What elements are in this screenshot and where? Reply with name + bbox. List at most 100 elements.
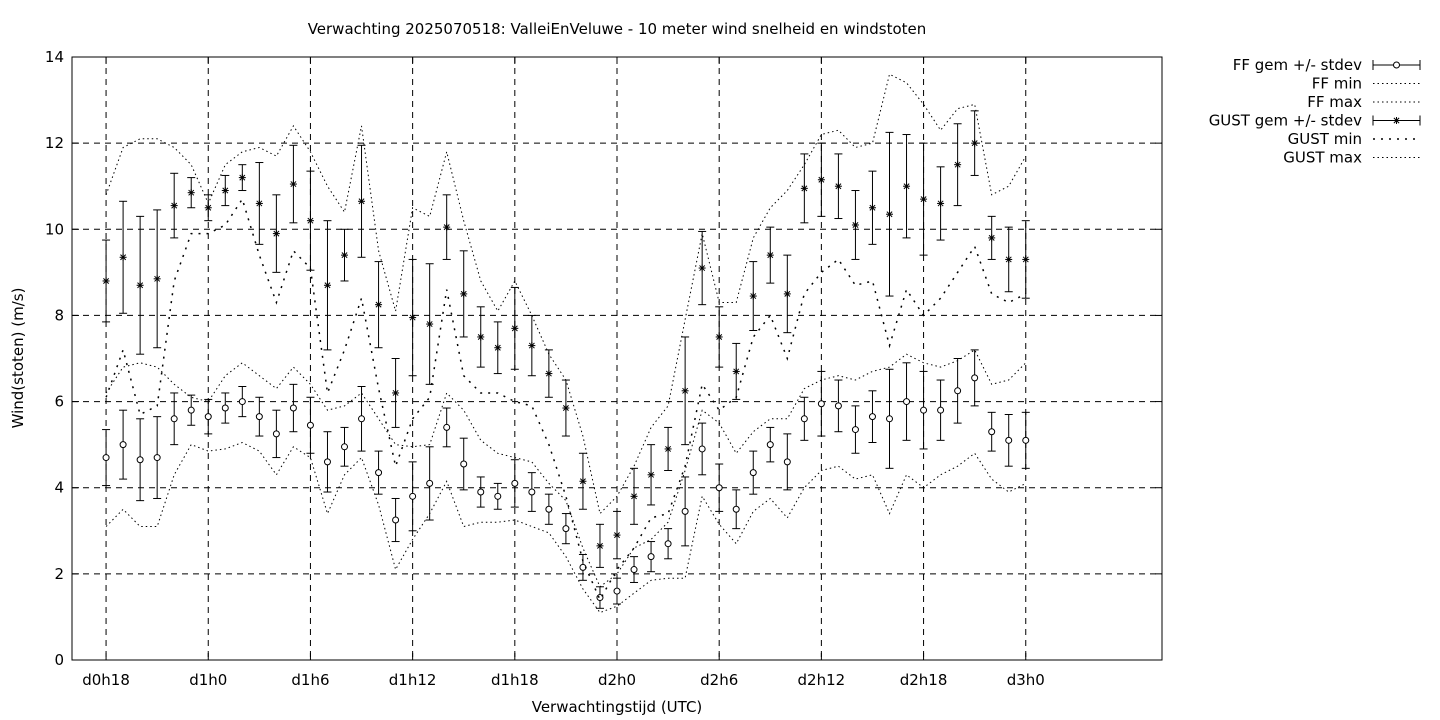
- data-point: [800, 415, 808, 423]
- data-point: [852, 222, 859, 228]
- data-point: [920, 406, 928, 414]
- data-point: [801, 185, 808, 192]
- data-point: [341, 252, 348, 259]
- data-point: [238, 398, 246, 406]
- data-point: [647, 553, 655, 561]
- legend-entry-ff-gem-stdev: FF gem +/- stdev: [1233, 56, 1421, 74]
- x-tick-label: d1h6: [291, 671, 329, 689]
- legend-label: GUST max: [1283, 149, 1362, 167]
- y-tick-label: 0: [54, 651, 64, 669]
- data-point: [153, 454, 161, 462]
- chart-title: Verwachting 2025070518: ValleiEnVeluwe -…: [308, 20, 927, 38]
- data-point: [886, 211, 893, 218]
- data-point: [392, 389, 399, 396]
- data-point: [426, 479, 434, 487]
- data-point: [886, 415, 893, 423]
- data-point: [988, 234, 995, 241]
- y-tick-label: 4: [54, 479, 64, 497]
- data-point: [545, 370, 552, 377]
- data-point: [375, 301, 382, 308]
- data-point: [817, 400, 825, 408]
- data-point: [256, 200, 263, 207]
- data-point: [579, 478, 586, 485]
- data-point: [971, 374, 979, 382]
- series-layer: [102, 73, 1030, 614]
- data-point: [664, 540, 672, 548]
- data-point: [562, 525, 570, 533]
- data-point: [1022, 256, 1029, 263]
- data-point: [494, 492, 502, 500]
- data-point: [409, 492, 417, 500]
- data-point: [443, 423, 451, 431]
- data-point: [426, 321, 433, 328]
- data-point: [528, 342, 535, 349]
- y-tick-label: 2: [54, 565, 64, 583]
- plot-frame: [71, 56, 1163, 661]
- legend-marker: [1393, 61, 1400, 69]
- ticks-layer: 0 2 4 6 8 10 12 14 d0h18 d1h0 d1h6 d1h12 d1h18 d2h0 d2…: [45, 48, 1162, 689]
- data-point: [920, 196, 927, 203]
- data-point: [290, 181, 297, 188]
- data-point: [273, 230, 280, 237]
- data-point: [511, 479, 519, 487]
- x-tick-label: d1h0: [189, 671, 227, 689]
- x-tick-label: d1h18: [491, 671, 539, 689]
- data-point: [375, 469, 383, 477]
- data-point: [171, 202, 178, 209]
- data-point: [307, 217, 314, 224]
- data-point: [834, 402, 842, 410]
- y-tick-label: 10: [45, 220, 64, 238]
- data-point: [648, 471, 655, 478]
- data-point: [699, 265, 706, 272]
- legend-label: FF min: [1312, 75, 1362, 93]
- series-ff-gem-stdev: [102, 349, 1030, 609]
- legend-entry-gust-gem-stdev: GUST gem +/- stdev: [1209, 112, 1421, 130]
- data-point: [665, 445, 672, 452]
- data-point: [272, 430, 280, 438]
- data-point: [477, 488, 485, 496]
- data-point: [835, 183, 842, 190]
- data-point: [545, 505, 553, 513]
- data-point: [137, 282, 144, 289]
- y-tick-label: 6: [54, 393, 64, 411]
- data-point: [323, 458, 331, 466]
- data-point: [460, 460, 468, 468]
- data-point: [289, 404, 297, 412]
- legend-entry-gust-min: GUST min: [1288, 130, 1420, 148]
- y-tick-label: 8: [54, 306, 64, 324]
- x-tick-label: d2h0: [598, 671, 636, 689]
- x-tick-label: d1h12: [389, 671, 437, 689]
- data-point: [255, 413, 263, 421]
- legend-label: FF max: [1307, 93, 1362, 111]
- data-point: [903, 183, 910, 190]
- data-point: [937, 200, 944, 207]
- y-tick-label: 14: [45, 48, 64, 66]
- data-point: [477, 333, 484, 340]
- x-axis-label: Verwachtingstijd (UTC): [532, 698, 703, 716]
- data-point: [903, 398, 911, 406]
- y-axis-label: Wind(stoten) (m/s): [9, 288, 27, 429]
- x-tick-label: d3h0: [1007, 671, 1045, 689]
- data-point: [392, 516, 400, 524]
- data-point: [614, 532, 620, 539]
- data-point: [102, 454, 110, 462]
- data-point: [358, 415, 366, 423]
- data-point: [767, 252, 774, 259]
- x-tick-label: d2h6: [700, 671, 738, 689]
- data-point: [1005, 256, 1012, 263]
- data-point: [562, 405, 569, 412]
- data-point: [221, 404, 229, 412]
- data-point: [136, 456, 144, 464]
- data-point: [324, 282, 331, 289]
- data-point: [494, 344, 501, 351]
- data-point: [818, 176, 825, 183]
- legend-entry-ff-min: FF min: [1312, 75, 1420, 93]
- data-point: [749, 469, 757, 477]
- data-point: [851, 426, 859, 434]
- x-tick-label: d0h18: [82, 671, 130, 689]
- legend-label: GUST gem +/- stdev: [1209, 112, 1362, 130]
- series-ff-min: [105, 441, 1027, 614]
- data-point: [1022, 436, 1030, 444]
- data-point: [187, 406, 195, 414]
